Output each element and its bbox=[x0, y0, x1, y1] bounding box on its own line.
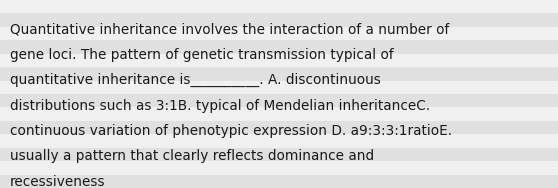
Bar bbox=[0, 148, 558, 161]
Bar bbox=[0, 27, 558, 40]
Text: recessiveness: recessiveness bbox=[10, 175, 105, 188]
Bar bbox=[0, 175, 558, 188]
Text: quantitative inheritance is__________. A. discontinuous: quantitative inheritance is__________. A… bbox=[10, 73, 381, 87]
Text: distributions such as 3:1B. typical of Mendelian inheritanceC.: distributions such as 3:1B. typical of M… bbox=[10, 99, 430, 113]
Bar bbox=[0, 161, 558, 175]
Text: continuous variation of phenotypic expression D. a9:3:3:1ratioE.: continuous variation of phenotypic expre… bbox=[10, 124, 452, 138]
Bar bbox=[0, 107, 558, 121]
Bar bbox=[0, 40, 558, 54]
Text: gene loci. The pattern of genetic transmission typical of: gene loci. The pattern of genetic transm… bbox=[10, 48, 394, 62]
Bar bbox=[0, 54, 558, 67]
Text: usually a pattern that clearly reflects dominance and: usually a pattern that clearly reflects … bbox=[10, 149, 374, 163]
Bar bbox=[0, 121, 558, 134]
Bar bbox=[0, 0, 558, 13]
Bar bbox=[0, 81, 558, 94]
Bar bbox=[0, 13, 558, 27]
Bar bbox=[0, 67, 558, 81]
Bar bbox=[0, 134, 558, 148]
Text: Quantitative inheritance involves the interaction of a number of: Quantitative inheritance involves the in… bbox=[10, 23, 449, 36]
Bar bbox=[0, 94, 558, 107]
